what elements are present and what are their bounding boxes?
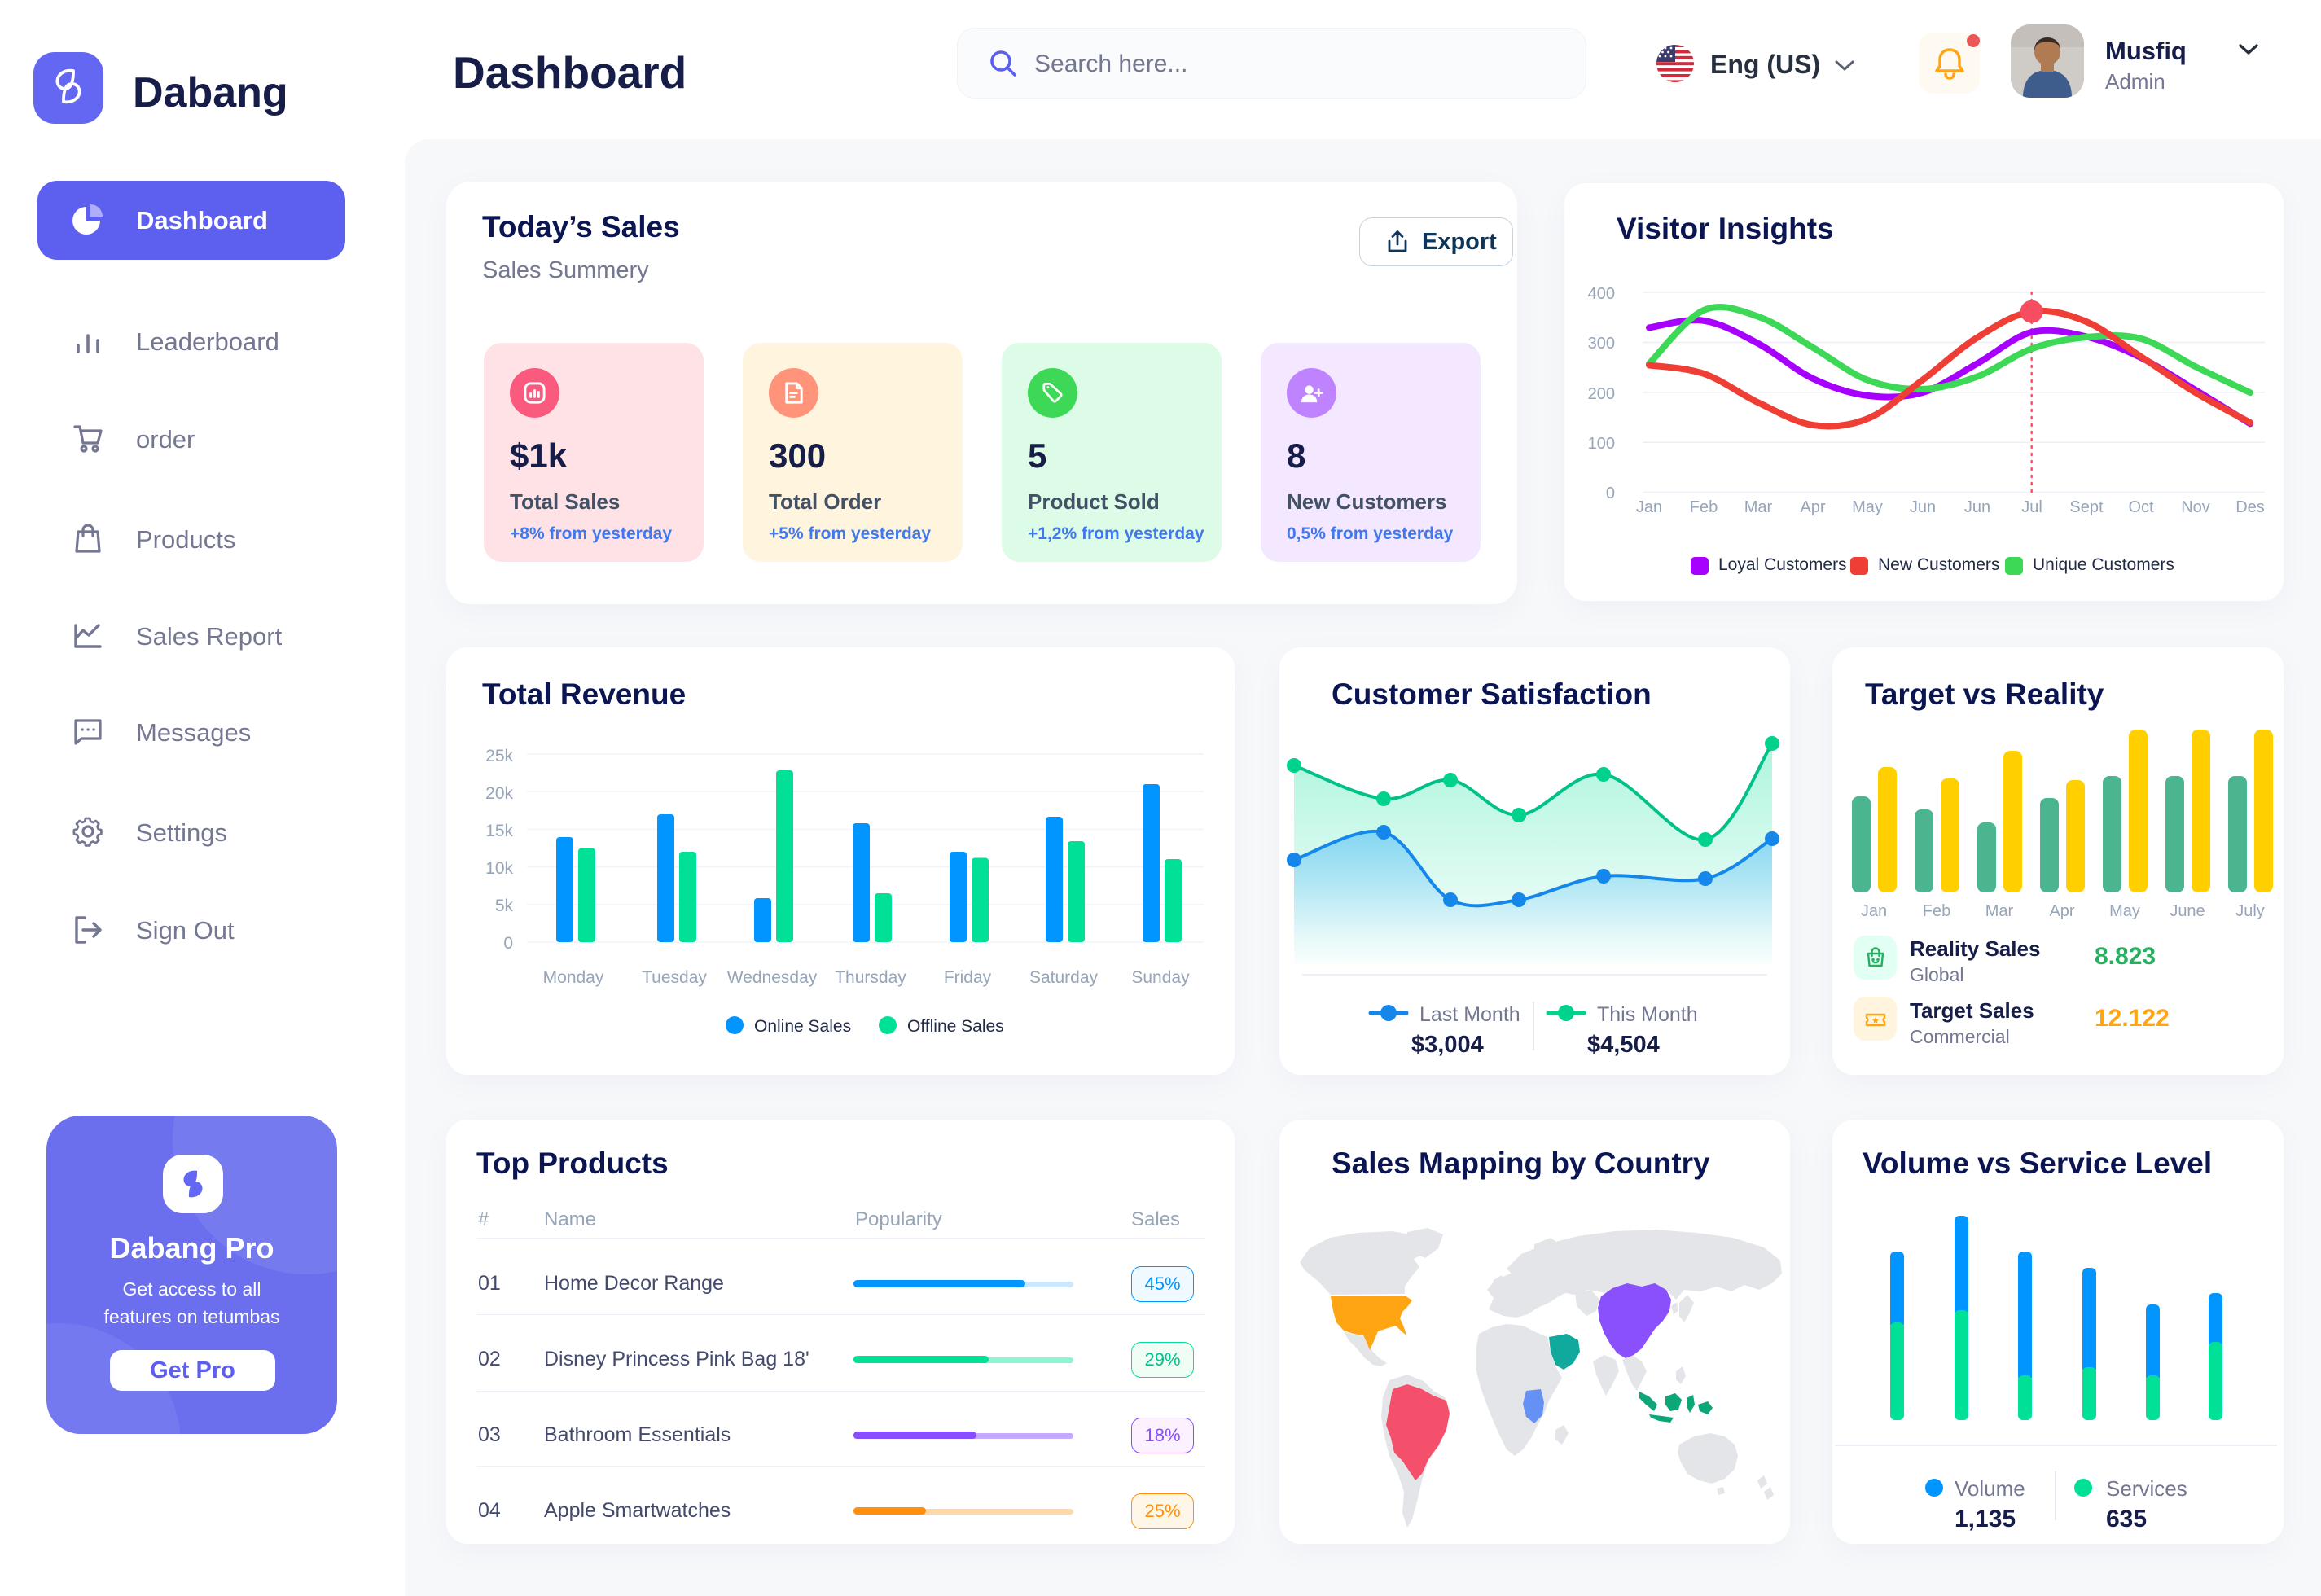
svg-text:Offline Sales: Offline Sales (907, 1017, 1004, 1036)
svg-text:Friday: Friday (944, 968, 992, 987)
svg-text:Feb: Feb (1923, 902, 1950, 920)
svg-text:0: 0 (503, 934, 513, 953)
svg-text:Sunday: Sunday (1131, 968, 1190, 987)
svg-text:Services: Services (2106, 1476, 2187, 1501)
svg-text:Tuesday: Tuesday (642, 968, 707, 987)
svg-text:20k: 20k (485, 784, 513, 803)
svg-text:Saturday: Saturday (1029, 968, 1099, 987)
svg-text:Sept: Sept (2069, 498, 2104, 516)
svg-text:Apr: Apr (2049, 902, 2074, 920)
svg-text:$4,504: $4,504 (1587, 1032, 1660, 1058)
svg-text:June: June (2170, 902, 2205, 920)
svg-text:Apr: Apr (1800, 498, 1825, 516)
svg-text:635: 635 (2106, 1506, 2147, 1532)
svg-text:Online Sales: Online Sales (754, 1017, 851, 1036)
svg-text:Monday: Monday (543, 968, 604, 987)
svg-text:Nov: Nov (2181, 498, 2210, 516)
svg-text:300: 300 (1588, 335, 1615, 353)
svg-text:July: July (2235, 902, 2265, 920)
svg-text:May: May (1852, 498, 1883, 516)
svg-text:Last Month: Last Month (1419, 1003, 1520, 1026)
svg-text:0: 0 (1606, 484, 1615, 502)
svg-text:400: 400 (1588, 285, 1615, 303)
svg-text:Des: Des (2235, 498, 2265, 516)
svg-text:Jan: Jan (1861, 902, 1887, 920)
svg-text:1,135: 1,135 (1955, 1506, 2016, 1532)
svg-text:Feb: Feb (1690, 498, 1718, 516)
svg-text:Jun: Jun (1910, 498, 1936, 516)
svg-text:100: 100 (1588, 435, 1615, 453)
svg-text:Jul: Jul (2021, 498, 2042, 516)
svg-text:10k: 10k (485, 859, 513, 878)
svg-text:5k: 5k (495, 897, 514, 915)
svg-text:15k: 15k (485, 822, 513, 840)
svg-text:Jun: Jun (1964, 498, 1990, 516)
svg-text:Mar: Mar (1744, 498, 1773, 516)
svg-text:Thursday: Thursday (835, 968, 906, 987)
svg-text:200: 200 (1588, 385, 1615, 403)
svg-text:May: May (2109, 902, 2140, 920)
svg-text:Volume: Volume (1955, 1476, 2025, 1501)
svg-text:$3,004: $3,004 (1411, 1032, 1484, 1058)
svg-text:This Month: This Month (1597, 1003, 1698, 1026)
svg-text:Mar: Mar (1985, 902, 2014, 920)
svg-text:Jan: Jan (1636, 498, 1662, 516)
svg-text:Wednesday: Wednesday (727, 968, 818, 987)
svg-text:25k: 25k (485, 747, 513, 765)
svg-text:Oct: Oct (2128, 498, 2154, 516)
